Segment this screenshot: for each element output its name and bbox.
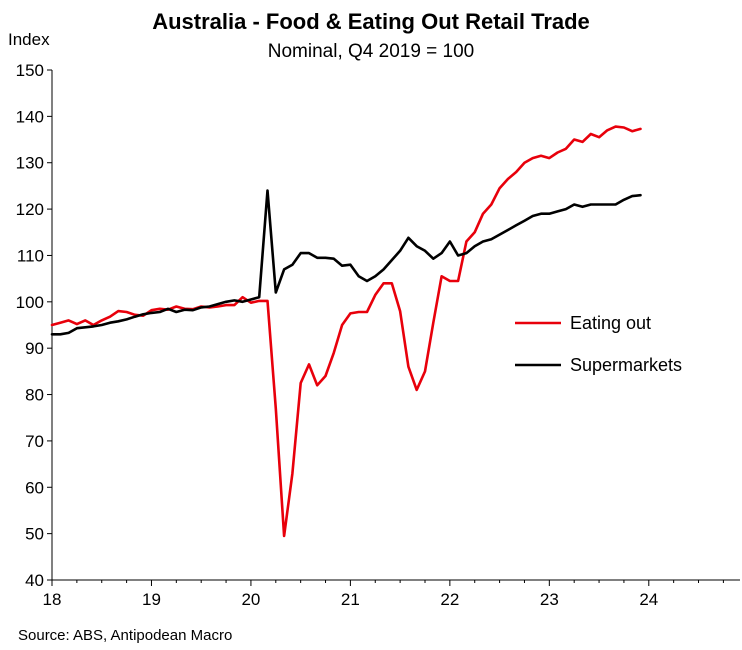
y-tick-label: 60 — [25, 478, 44, 497]
legend-label: Eating out — [570, 313, 651, 333]
x-tick-label: 23 — [540, 590, 559, 609]
y-tick-label: 140 — [16, 107, 44, 126]
legend-label: Supermarkets — [570, 355, 682, 375]
x-tick-label: 19 — [142, 590, 161, 609]
x-tick-label: 22 — [440, 590, 459, 609]
y-tick-label: 150 — [16, 61, 44, 80]
y-tick-label: 110 — [17, 246, 44, 265]
y-tick-label: 120 — [16, 200, 44, 219]
y-tick-label: 100 — [16, 293, 44, 312]
source-note: Source: ABS, Antipodean Macro — [18, 627, 233, 644]
x-tick-label: 20 — [241, 590, 260, 609]
y-tick-label: 80 — [25, 386, 44, 405]
y-axis-label: Index — [8, 30, 50, 49]
x-tick-label: 18 — [43, 590, 62, 609]
series-line-supermarkets — [50, 189, 642, 336]
x-tick-label: 21 — [341, 590, 360, 609]
y-tick-label: 50 — [25, 525, 44, 544]
y-tick-label: 90 — [25, 339, 44, 358]
chart-title: Australia - Food & Eating Out Retail Tra… — [152, 9, 590, 34]
y-tick-label: 40 — [25, 571, 44, 590]
chart-subtitle: Nominal, Q4 2019 = 100 — [267, 41, 475, 62]
y-tick-label: 130 — [16, 154, 44, 173]
x-tick-label: 24 — [639, 590, 658, 609]
series-line-eating-out — [50, 125, 642, 538]
y-tick-label: 70 — [25, 432, 44, 451]
